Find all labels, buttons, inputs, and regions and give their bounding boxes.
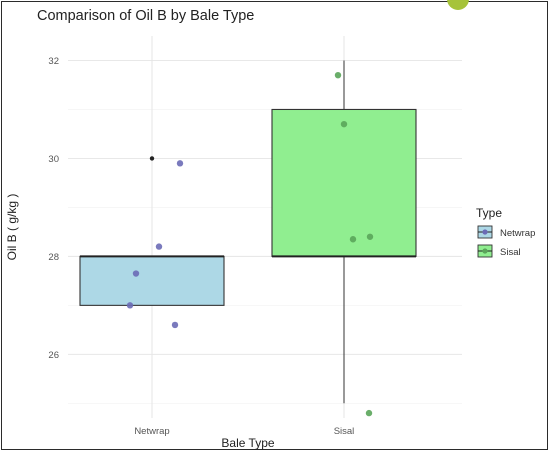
- data-point: [155, 243, 163, 250]
- y-tick-label: 28: [48, 252, 59, 263]
- data-point: [126, 302, 134, 309]
- data-point: [366, 233, 374, 240]
- y-tick-label: 30: [48, 154, 59, 165]
- logo-fragment: [445, 0, 471, 10]
- legend-label-sisal: Sisal: [500, 247, 521, 258]
- data-point: [171, 321, 179, 329]
- box-sisal: [271, 108, 417, 257]
- box-netwrap: [79, 255, 225, 306]
- data-point: [176, 160, 184, 167]
- y-axis-title: Oil B ( g/kg ): [5, 194, 19, 261]
- data-point: [365, 409, 373, 417]
- data-point: [132, 270, 140, 277]
- x-axis-title: Bale Type: [221, 436, 274, 450]
- data-point: [334, 71, 342, 79]
- y-tick-label: 32: [48, 56, 59, 67]
- data-point: [340, 120, 348, 128]
- x-tick-label: Sisal: [334, 426, 355, 437]
- legend-title: Type: [476, 206, 502, 220]
- legend-label-netwrap: Netwrap: [500, 228, 535, 239]
- chart-title: Comparison of Oil B by Bale Type: [37, 8, 255, 24]
- x-tick-label: Netwrap: [134, 426, 169, 437]
- outlier-point: [149, 156, 155, 161]
- y-tick-label: 26: [48, 350, 59, 361]
- legend-key-point: [482, 248, 488, 254]
- legend-key-point: [482, 229, 488, 235]
- data-point: [349, 236, 357, 243]
